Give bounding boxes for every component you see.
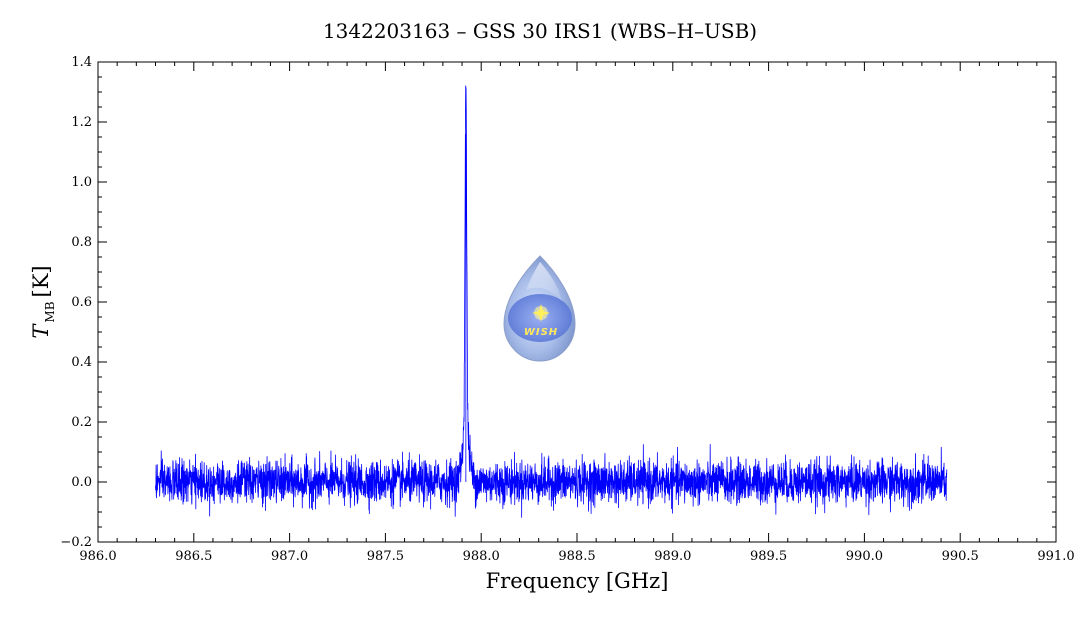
y-axis-label-sub: MB [43,301,57,322]
y-tick-label: −0.2 [60,535,92,550]
y-axis-label-main: T [29,323,53,339]
wish-logo: WISH [503,255,576,362]
chart-title: 1342203163 – GSS 30 IRS1 (WBS–H–USB) [323,19,757,43]
y-axis-label-unit: [K] [29,265,53,297]
star-icon [532,304,550,322]
logo-text: WISH [524,327,558,338]
x-tick-label: 989.0 [654,549,691,564]
x-tick-label: 990.5 [942,549,979,564]
y-axis-label: TMB [K] [29,265,57,338]
x-tick-label: 990.0 [846,549,883,564]
y-tick-label: 1.4 [71,55,92,70]
y-tick-label: 1.2 [71,115,92,130]
x-tick-label: 989.5 [750,549,787,564]
y-tick-label: 0.0 [71,475,92,490]
x-tick-label: 991.0 [1037,549,1074,564]
y-tick-label: 0.4 [71,355,92,370]
x-tick-label: 986.0 [79,549,116,564]
y-tick-label: 0.6 [71,295,92,310]
x-tick-label: 986.5 [175,549,212,564]
y-tick-label: 1.0 [71,175,92,190]
x-tick-label: 987.0 [271,549,308,564]
x-tick-label: 988.5 [558,549,595,564]
spectrum-series [155,85,948,518]
x-tick-label: 988.0 [463,549,500,564]
x-axis-label: Frequency [GHz] [486,569,669,593]
y-tick-label: 0.2 [71,415,92,430]
y-tick-label: 0.8 [71,235,92,250]
x-tick-label: 987.5 [367,549,404,564]
